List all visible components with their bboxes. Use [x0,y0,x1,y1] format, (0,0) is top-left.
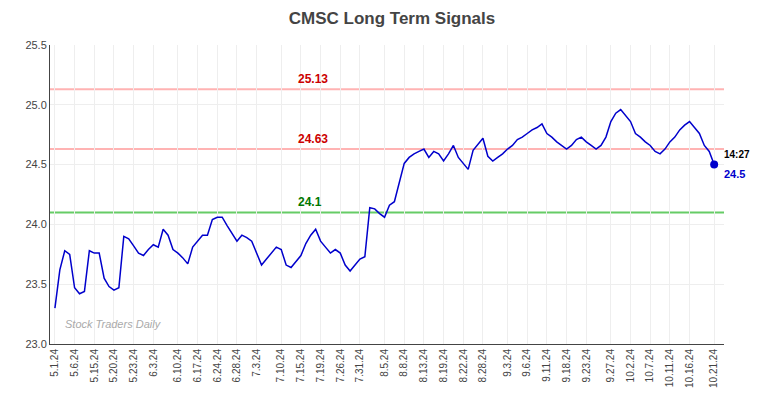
svg-text:6.3.24: 6.3.24 [148,349,159,377]
svg-text:8.8.24: 8.8.24 [398,349,409,377]
svg-text:9.6.24: 9.6.24 [521,349,532,377]
svg-text:8.5.24: 8.5.24 [379,349,390,377]
svg-text:9.27.24: 9.27.24 [605,349,616,383]
svg-text:23.0: 23.0 [25,338,46,350]
svg-text:10.21.24: 10.21.24 [708,349,719,388]
svg-text:5.1.24: 5.1.24 [49,349,60,377]
svg-text:Stock Traders Daily: Stock Traders Daily [65,318,162,330]
svg-text:7.19.24: 7.19.24 [315,349,326,383]
svg-text:6.10.24: 6.10.24 [172,349,183,383]
svg-text:CMSC Long Term Signals: CMSC Long Term Signals [289,9,496,28]
svg-text:9.18.24: 9.18.24 [561,349,572,383]
svg-text:25.5: 25.5 [25,39,46,51]
svg-text:23.5: 23.5 [25,278,46,290]
svg-text:6.28.24: 6.28.24 [231,349,242,383]
svg-text:9.23.24: 9.23.24 [581,349,592,383]
svg-text:25.0: 25.0 [25,99,46,111]
svg-text:25.13: 25.13 [298,72,328,86]
svg-text:7.10.24: 7.10.24 [275,349,286,383]
svg-text:8.28.24: 8.28.24 [477,349,488,383]
svg-text:10.11.24: 10.11.24 [664,349,675,388]
svg-text:8.22.24: 8.22.24 [458,349,469,383]
svg-text:24.63: 24.63 [298,132,328,146]
svg-text:10.16.24: 10.16.24 [684,349,695,388]
svg-text:5.23.24: 5.23.24 [128,349,139,383]
svg-text:24.0: 24.0 [25,218,46,230]
svg-text:8.19.24: 8.19.24 [438,349,449,383]
svg-text:10.2.24: 10.2.24 [625,349,636,383]
svg-text:10.7.24: 10.7.24 [644,349,655,383]
svg-text:7.15.24: 7.15.24 [295,349,306,383]
svg-text:7.31.24: 7.31.24 [354,349,365,383]
svg-text:7.3.24: 7.3.24 [251,349,262,377]
svg-text:6.17.24: 6.17.24 [192,349,203,383]
svg-text:24.1: 24.1 [298,195,322,209]
svg-text:24.5: 24.5 [724,168,745,180]
svg-text:5.6.24: 5.6.24 [69,349,80,377]
svg-text:9.3.24: 9.3.24 [502,349,513,377]
svg-text:5.15.24: 5.15.24 [89,349,100,383]
svg-text:8.13.24: 8.13.24 [418,349,429,383]
svg-text:24.5: 24.5 [25,158,46,170]
svg-text:7.26.24: 7.26.24 [335,349,346,383]
svg-text:6.24.24: 6.24.24 [212,349,223,383]
svg-text:5.20.24: 5.20.24 [108,349,119,383]
svg-text:9.11.24: 9.11.24 [541,349,552,382]
svg-text:14:27: 14:27 [724,149,750,160]
